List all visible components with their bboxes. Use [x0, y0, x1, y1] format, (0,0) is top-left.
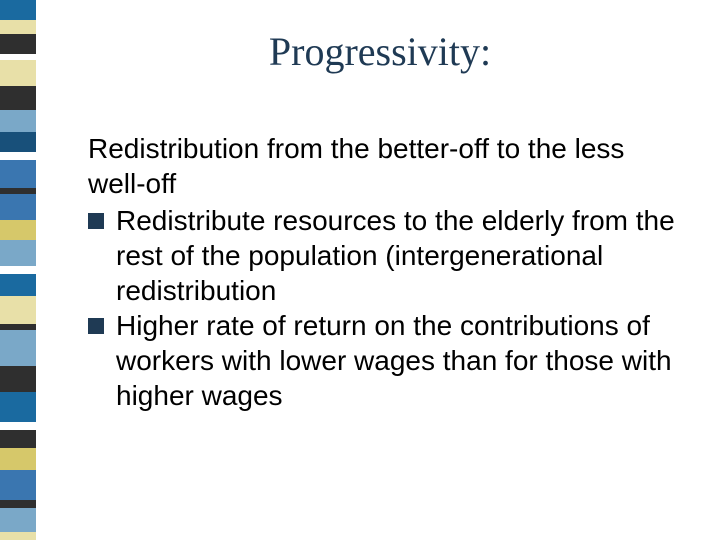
slide-content: Progressivity: Redistribution from the b… [60, 0, 700, 540]
sidebar-stripe [0, 508, 36, 532]
sidebar-stripe [0, 448, 36, 470]
sidebar-stripe [0, 296, 36, 324]
sidebar-stripe [0, 160, 36, 188]
sidebar-stripe [0, 60, 36, 86]
sidebar-stripe [0, 132, 36, 152]
sidebar-stripe [0, 152, 36, 160]
sidebar-stripe [0, 392, 36, 422]
sidebar-stripe [0, 470, 36, 500]
square-bullet-icon [88, 213, 104, 229]
sidebar-stripe [0, 422, 36, 430]
sidebar-stripe [0, 500, 36, 508]
sidebar-stripe [0, 240, 36, 266]
sidebar-stripe [0, 430, 36, 448]
bullet-item: Redistribute resources to the elderly fr… [88, 203, 680, 308]
sidebar-stripe [0, 330, 36, 366]
sidebar-stripe [0, 366, 36, 392]
slide-title: Progressivity: [60, 28, 700, 75]
bullet-text: Redistribute resources to the elderly fr… [116, 203, 680, 308]
sidebar-stripe [0, 0, 36, 20]
sidebar-stripe [0, 110, 36, 132]
square-bullet-icon [88, 318, 104, 334]
sidebar-stripe [0, 532, 36, 540]
sidebar-stripe [0, 34, 36, 54]
sidebar-stripe [0, 194, 36, 220]
bullet-item: Higher rate of return on the contributio… [88, 308, 680, 413]
sidebar-stripe [0, 86, 36, 110]
sidebar-stripe [0, 20, 36, 34]
intro-text: Redistribution from the better-off to th… [88, 131, 680, 201]
bullet-text: Higher rate of return on the contributio… [116, 308, 680, 413]
sidebar-stripe [0, 266, 36, 274]
sidebar-stripe [0, 220, 36, 240]
decorative-sidebar [0, 0, 36, 540]
sidebar-stripe [0, 274, 36, 296]
